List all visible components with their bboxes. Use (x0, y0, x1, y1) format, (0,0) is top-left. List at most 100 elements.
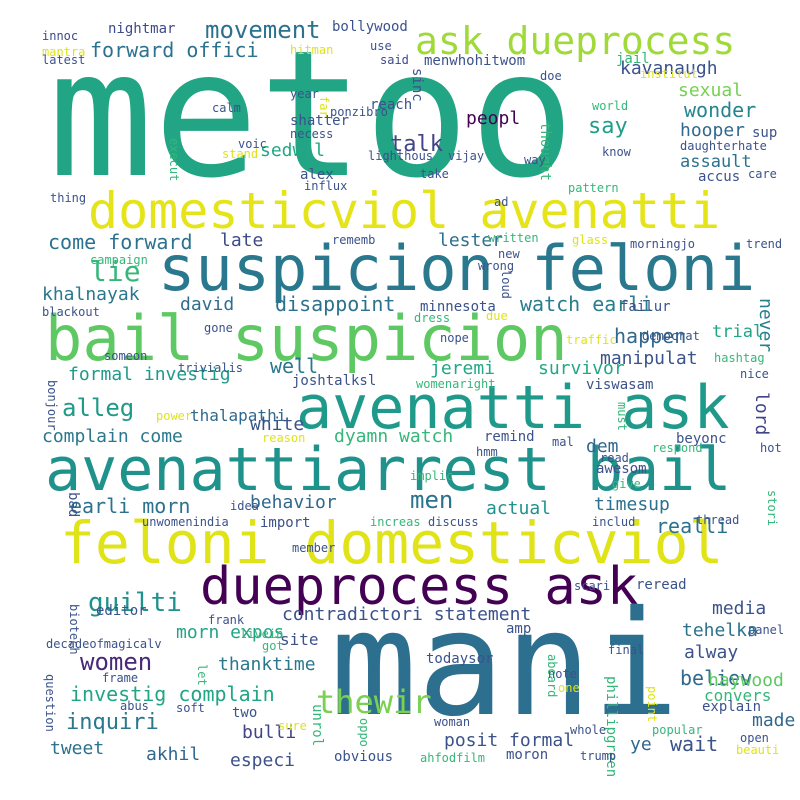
cloud-word: women (80, 648, 153, 676)
cloud-word: know (602, 145, 631, 159)
cloud-word: lie (90, 255, 141, 288)
cloud-word: pattern (568, 181, 619, 195)
cloud-word: moron (506, 747, 549, 763)
cloud-word: whole (570, 723, 607, 737)
cloud-word: womenaright (416, 377, 496, 391)
cloud-word: thalapathi (190, 406, 287, 425)
cloud-word: men (410, 486, 454, 514)
cloud-word: thewir (316, 683, 432, 721)
cloud-word: avenattiarrest bail (45, 435, 732, 505)
cloud-word: reason (262, 431, 306, 445)
cloud-word: contradictori statement (282, 604, 532, 625)
cloud-word: one (558, 681, 580, 695)
cloud-word: biotech (67, 604, 81, 655)
cloud-word: final (608, 643, 645, 657)
cloud-word: ponzibro (330, 105, 388, 119)
cloud-word: someon (104, 349, 148, 363)
cloud-word: late (220, 230, 264, 251)
cloud-word: thought (537, 122, 553, 182)
cloud-word: avenatti ask (296, 373, 730, 443)
cloud-word: soft (176, 701, 205, 715)
cloud-word: wrong (478, 259, 515, 273)
cloud-word: sup (752, 125, 778, 141)
cloud-word: dress (414, 311, 451, 325)
cloud-word: decadeofmagicalv (46, 637, 162, 651)
cloud-word: institut (640, 67, 698, 81)
cloud-word: earli morn (70, 494, 191, 518)
cloud-word: mani (330, 580, 680, 749)
cloud-word: import (260, 515, 311, 531)
cloud-word: lighthous (368, 149, 434, 163)
cloud-word: realli (656, 514, 729, 538)
cloud-word: hitman (290, 43, 334, 57)
cloud-word: watch earli (520, 292, 653, 316)
cloud-word: feloni domesticviol (60, 509, 724, 577)
cloud-word: hashtag (714, 351, 765, 365)
cloud-word: come forward (48, 230, 193, 254)
cloud-word: haywood (708, 670, 784, 691)
cloud-word: awesom (596, 461, 647, 477)
cloud-word: unwomenindia (142, 515, 229, 529)
cloud-word: open (740, 731, 769, 745)
cloud-word: disappoint (275, 292, 396, 316)
cloud-word: must (615, 402, 629, 431)
cloud-word: oppo (357, 718, 371, 747)
cloud-word: assault (680, 152, 752, 172)
cloud-word: innoc (42, 29, 79, 43)
cloud-word: never (755, 298, 776, 353)
cloud-word: metoo (48, 14, 575, 217)
cloud-word: site (280, 630, 319, 649)
cloud-word: say (588, 114, 628, 139)
cloud-word: lord (751, 392, 772, 436)
cloud-word: loud (499, 270, 513, 299)
cloud-word: hooper (680, 120, 746, 141)
cloud-word: white (250, 414, 305, 435)
cloud-word: two (232, 705, 258, 721)
cloud-word: point (645, 686, 659, 723)
cloud-word: menwhohitwom (424, 53, 526, 69)
cloud-word: todaysor (426, 651, 494, 667)
cloud-word: woman (434, 715, 471, 729)
cloud-word: peopl (466, 108, 521, 129)
cloud-word: year (290, 87, 319, 101)
cloud-word: increas (370, 515, 421, 529)
cloud-word: minnesota (420, 299, 496, 315)
cloud-word: talk (390, 132, 443, 157)
cloud-word: amp (506, 621, 532, 637)
cloud-word: aboard (545, 654, 559, 698)
cloud-word: frank (208, 613, 245, 627)
cloud-word: reread (636, 577, 687, 593)
cloud-word: alleg (62, 394, 135, 422)
cloud-word: tehelka (682, 620, 758, 641)
cloud-word: timesup (594, 494, 670, 515)
cloud-word: written (488, 231, 539, 245)
cloud-word: nice (740, 367, 769, 381)
cloud-word: sure (278, 719, 307, 733)
cloud-word: media (712, 598, 767, 619)
cloud-word: calm (212, 101, 241, 115)
cloud-word: formal investig (68, 364, 231, 385)
cloud-word: beauti (736, 743, 780, 757)
cloud-word: lester (438, 230, 504, 251)
cloud-word: jeremi (430, 358, 496, 379)
cloud-word: blackout (42, 305, 100, 319)
cloud-word: sinc (409, 68, 425, 102)
cloud-word: thanktime (218, 654, 316, 675)
cloud-word: power (156, 409, 193, 423)
cloud-word: question (43, 674, 57, 732)
cloud-word: bollywood (332, 19, 408, 35)
cloud-word: read (600, 451, 629, 465)
cloud-word: bonjour (45, 380, 59, 431)
cloud-word: care (748, 167, 777, 181)
cloud-word: complain come (42, 426, 183, 447)
cloud-word: gone (204, 321, 233, 335)
cloud-word: said (380, 53, 409, 67)
cloud-word: sexual (678, 80, 744, 101)
cloud-word: note (548, 667, 577, 681)
cloud-word: believ (680, 666, 753, 690)
cloud-word: rememb (332, 233, 376, 247)
cloud-word: member (292, 541, 336, 555)
cloud-word: well (270, 354, 319, 378)
cloud-word: daughter (680, 139, 738, 153)
